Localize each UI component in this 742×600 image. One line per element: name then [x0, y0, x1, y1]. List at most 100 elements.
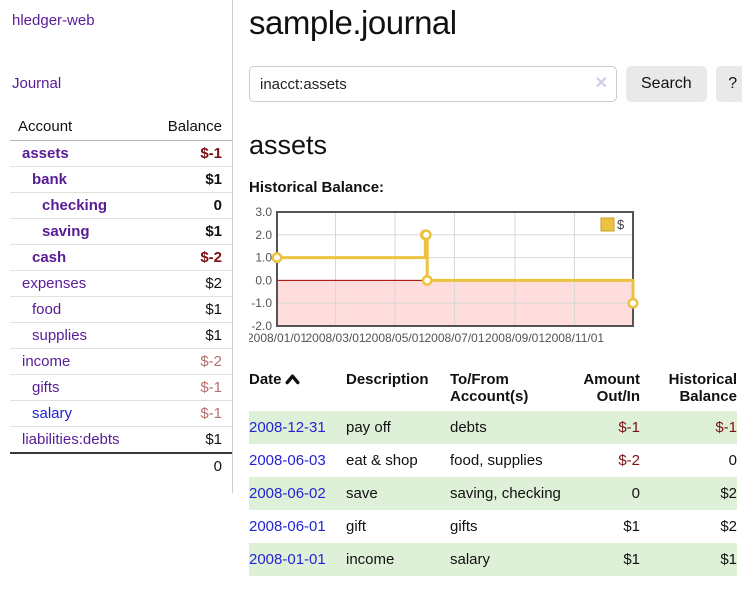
transaction-amount: $1 — [568, 543, 642, 576]
register-header-date[interactable]: Date — [249, 368, 346, 411]
account-link[interactable]: salary — [32, 405, 73, 422]
transaction-accounts: saving, checking — [450, 477, 568, 510]
accounts-total-row: 0 — [10, 452, 232, 479]
transaction-date-link[interactable]: 2008-06-01 — [249, 518, 326, 535]
transaction-accounts: food, supplies — [450, 452, 543, 469]
account-balance: $-1 — [200, 145, 222, 162]
register-row: 2008-01-01 income salary $1 $1 — [249, 543, 737, 576]
transaction-date-link[interactable]: 2008-06-02 — [249, 485, 326, 502]
accounts-table: Account Balance assets $-1 bank $1 checking 0… — [10, 114, 232, 479]
account-heading: assets — [249, 130, 328, 160]
register-header-balance: Historical Balance — [668, 371, 737, 405]
svg-text:3.0: 3.0 — [255, 206, 272, 219]
svg-text:2008/03/01: 2008/03/01 — [305, 331, 365, 345]
page-title: sample.journal — [249, 4, 457, 41]
transaction-description: pay off — [346, 411, 450, 444]
account-link[interactable]: income — [22, 353, 71, 370]
transaction-balance: $-1 — [642, 411, 737, 444]
account-balance: $1 — [143, 426, 232, 453]
transaction-description: save — [346, 477, 450, 510]
register-header-tofrom: To/From Account(s) — [450, 371, 529, 405]
transaction-balance: $2 — [720, 518, 737, 535]
sort-ascending-icon — [285, 374, 300, 385]
svg-text:2.0: 2.0 — [255, 228, 272, 242]
register-header-amount: Amount Out/In — [583, 371, 640, 405]
search-form: ✕ Search ? — [249, 66, 742, 102]
transaction-balance: 0 — [728, 452, 737, 469]
account-balance: $1 — [143, 296, 232, 323]
account-link[interactable]: cash — [32, 249, 67, 266]
account-row: gifts $-1 — [10, 374, 232, 401]
transaction-date-link[interactable]: 2008-12-31 — [249, 419, 326, 436]
transaction-accounts: salary — [450, 543, 568, 576]
account-row: supplies $1 — [10, 322, 232, 349]
svg-text:2008/11/01: 2008/11/01 — [545, 331, 604, 345]
svg-text:0.0: 0.0 — [255, 273, 272, 287]
account-link[interactable]: food — [32, 301, 62, 318]
accounts-header-account: Account — [10, 114, 144, 141]
account-row: assets $-1 — [10, 141, 232, 167]
app-brand-link[interactable]: hledger-web — [12, 12, 95, 29]
register-rows: 2008-12-31 pay off debts $-1 $-1 2008-06-03 ea… — [249, 411, 737, 576]
account-link[interactable]: gifts — [32, 379, 60, 396]
account-row: expenses $2 — [10, 270, 232, 297]
transaction-balance: $1 — [642, 543, 737, 576]
clear-search-icon[interactable]: ✕ — [594, 75, 608, 92]
accounts-header-balance: Balance — [143, 114, 232, 141]
transaction-description: gift — [346, 518, 367, 535]
accounts-total-value: 0 — [10, 452, 232, 479]
register-row: 2008-12-31 pay off debts $-1 $-1 — [249, 411, 737, 444]
transaction-balance: $2 — [642, 477, 737, 510]
transaction-amount: $-2 — [618, 452, 640, 469]
account-link[interactable]: expenses — [22, 275, 87, 292]
account-row: income $-2 — [10, 348, 232, 375]
account-balance: $1 — [143, 166, 232, 193]
svg-text:2008/07/01: 2008/07/01 — [424, 331, 484, 345]
account-row: salary $-1 — [10, 400, 232, 427]
svg-text:2008/05/01: 2008/05/01 — [365, 331, 425, 345]
transaction-description: eat & shop — [346, 452, 418, 469]
account-balance: $-2 — [143, 348, 232, 375]
account-row: cash $-2 — [10, 244, 232, 271]
register-row: 2008-06-02 save saving, checking 0 $2 — [249, 477, 737, 510]
account-link[interactable]: supplies — [32, 327, 88, 344]
register-row: 2008-06-01 gift gifts $1 $2 — [249, 510, 737, 543]
sidebar: hledger-web Journal Account Balance asse… — [0, 0, 233, 493]
transaction-date-link[interactable]: 2008-06-03 — [249, 452, 326, 469]
svg-text:2008/01/01: 2008/01/01 — [249, 331, 307, 345]
register-row: 2008-06-03 eat & shop food, supplies $-2 0 — [249, 444, 737, 477]
account-row: liabilities:debts $1 — [10, 426, 232, 453]
account-link[interactable]: liabilities:debts — [22, 431, 120, 448]
account-row: saving $1 — [10, 218, 232, 245]
register-table: Date Description To/From Account(s) Amou… — [249, 368, 737, 576]
transaction-date-link[interactable]: 2008-01-01 — [249, 551, 326, 568]
account-row: food $1 — [10, 296, 232, 323]
svg-text:1.0: 1.0 — [255, 251, 272, 265]
search-help-button[interactable]: ? — [715, 66, 742, 102]
account-balance: $-2 — [143, 244, 232, 271]
transaction-amount: 0 — [568, 477, 642, 510]
account-balance: $-1 — [143, 400, 232, 427]
svg-text:$: $ — [617, 217, 625, 232]
transaction-amount: $-1 — [568, 411, 642, 444]
nav-journal-link[interactable]: Journal — [12, 75, 62, 92]
transaction-accounts: gifts — [450, 518, 478, 535]
account-link[interactable]: saving — [42, 223, 90, 240]
transaction-amount: $1 — [623, 518, 640, 535]
account-balance: 0 — [143, 192, 232, 219]
search-input[interactable] — [249, 66, 617, 102]
transaction-description: income — [346, 543, 450, 576]
transaction-accounts: debts — [450, 411, 568, 444]
account-balance: $-1 — [143, 374, 232, 401]
search-button[interactable]: Search — [626, 66, 707, 102]
account-link[interactable]: assets — [22, 145, 69, 162]
account-link[interactable]: bank — [32, 171, 68, 188]
account-balance: $2 — [143, 270, 232, 297]
chart-title: Historical Balance: — [249, 179, 385, 196]
svg-text:-1.0: -1.0 — [251, 296, 272, 310]
account-balance: $1 — [143, 218, 232, 245]
accounts-rows: assets $-1 bank $1 checking 0 saving $1 cash $-2 e… — [10, 141, 232, 453]
balance-chart: $3.0 2.0 1.0 0.0 -1.0 -2.02008/01/012008/03/0… — [247, 205, 639, 345]
account-row: bank $1 — [10, 166, 232, 193]
account-link[interactable]: checking — [42, 197, 108, 214]
